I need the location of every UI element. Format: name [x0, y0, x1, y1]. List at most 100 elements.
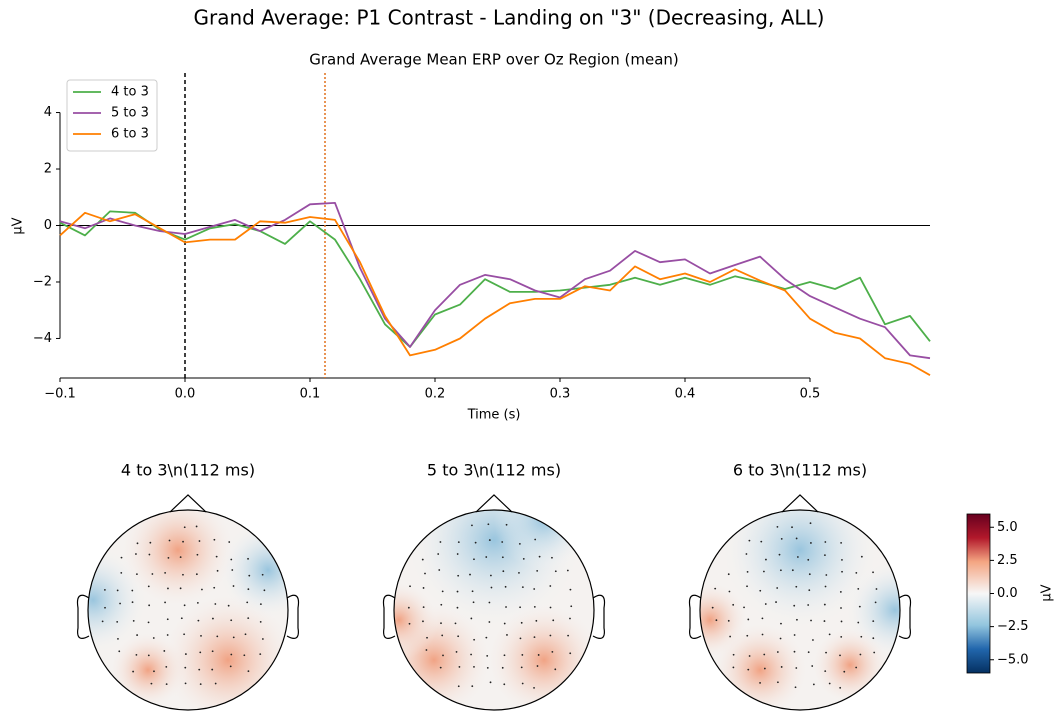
sensor [810, 619, 812, 622]
sensor [486, 654, 489, 657]
sensor [823, 620, 826, 622]
sensor [230, 619, 233, 622]
sensor [765, 558, 767, 561]
sensor [148, 553, 151, 556]
sensor [860, 635, 863, 638]
sensor [471, 524, 473, 527]
sensor [118, 650, 121, 653]
sensor [747, 618, 750, 621]
sensor [489, 681, 492, 684]
sensor [183, 526, 186, 529]
sensor [748, 655, 751, 657]
sensor [533, 636, 536, 639]
sensor [164, 571, 167, 574]
sensor [247, 670, 250, 673]
sensor [195, 573, 198, 576]
nose [169, 494, 207, 513]
sensor [569, 588, 572, 591]
sensor [120, 571, 123, 574]
sensor [522, 558, 525, 560]
sensor [793, 604, 796, 607]
sensor [746, 585, 748, 588]
sensor [474, 541, 477, 544]
sensor [231, 569, 234, 571]
sensor [519, 606, 521, 609]
sensor [246, 601, 249, 604]
sensor [503, 654, 506, 657]
sensor [152, 637, 155, 639]
sensor [247, 557, 249, 560]
sensor [533, 686, 535, 689]
y-tick-label: 2 [44, 162, 52, 177]
sensor [505, 606, 507, 608]
sensor [872, 637, 875, 640]
sensor [812, 639, 814, 641]
sensor [147, 585, 150, 588]
sensor [503, 683, 506, 686]
y-tick-label: 4 [44, 105, 52, 120]
sensor [216, 569, 219, 572]
left-ear [76, 594, 90, 639]
sensor [182, 573, 184, 576]
sensor [150, 682, 153, 685]
x-tick-label: 0.0 [175, 387, 196, 402]
sensor [179, 556, 182, 559]
sensor [839, 686, 842, 689]
sensor [456, 590, 459, 593]
sensor [470, 653, 472, 656]
sensor [506, 634, 508, 636]
sensor [227, 604, 230, 607]
sensor [439, 541, 442, 543]
sensor [457, 574, 460, 577]
sensor [791, 569, 794, 572]
sensor [120, 556, 123, 559]
sensor [263, 589, 266, 592]
x-tick-label: 0.5 [800, 387, 821, 402]
sensor [855, 666, 858, 669]
sensor [552, 619, 555, 622]
sensor [195, 525, 198, 528]
sensor [244, 633, 247, 636]
sensor [184, 653, 187, 655]
sensor [549, 585, 552, 587]
sensor [424, 572, 426, 575]
sensor [132, 619, 135, 622]
sensor [437, 553, 440, 555]
sensor [119, 602, 121, 605]
sensor [103, 589, 106, 591]
sensor [779, 637, 782, 640]
sensor [153, 670, 155, 673]
sensor [825, 651, 827, 654]
x-axis-label: Time (s) [467, 408, 521, 423]
sensor [551, 556, 553, 559]
sensor [489, 574, 492, 577]
sensor [425, 649, 428, 651]
sensor [748, 539, 751, 542]
topomap-title: 6 to 3\n(112 ms) [733, 461, 867, 480]
sensor [538, 555, 541, 558]
topomap-blob [108, 630, 188, 710]
sensor [422, 587, 425, 589]
sensor [501, 556, 504, 559]
sensor [261, 638, 264, 640]
sensor [473, 666, 475, 668]
sensor [841, 558, 843, 561]
sensor [857, 587, 860, 590]
legend-label: 5 to 3 [111, 106, 149, 121]
sensor [825, 574, 828, 576]
sensor [168, 539, 171, 542]
sensor [488, 621, 491, 623]
sensor [439, 666, 442, 669]
sensor [116, 589, 119, 592]
sensor [872, 620, 875, 623]
sensor [147, 621, 150, 624]
topomap-blob [394, 580, 439, 660]
sensor [746, 571, 749, 573]
sensor [455, 651, 458, 653]
sensor [101, 620, 104, 623]
sensor [763, 667, 766, 670]
nose [781, 494, 819, 513]
sensor [521, 586, 524, 589]
y-axis-label: µV [11, 217, 26, 234]
